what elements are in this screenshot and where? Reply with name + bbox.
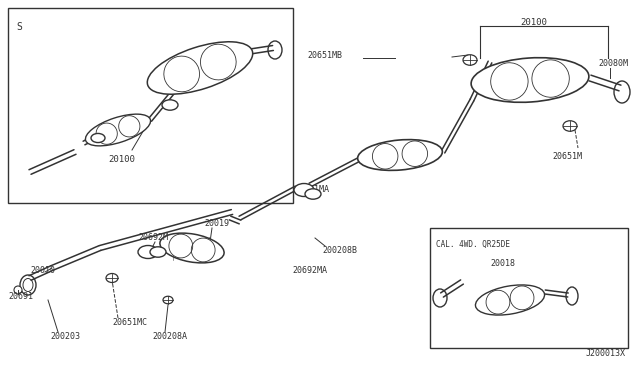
Text: 200208B: 200208B: [322, 246, 357, 255]
Text: 20651MA: 20651MA: [294, 185, 329, 194]
Text: 20100: 20100: [520, 18, 547, 27]
Text: S: S: [16, 22, 22, 32]
Ellipse shape: [14, 286, 22, 294]
Ellipse shape: [294, 183, 314, 196]
Ellipse shape: [91, 134, 105, 142]
Ellipse shape: [20, 275, 36, 295]
Text: 20651MC: 20651MC: [112, 318, 147, 327]
Ellipse shape: [476, 285, 545, 315]
Text: 20018: 20018: [490, 259, 515, 268]
Ellipse shape: [563, 121, 577, 131]
Ellipse shape: [358, 140, 442, 170]
Ellipse shape: [471, 58, 589, 102]
Ellipse shape: [268, 41, 282, 59]
Text: CAL. 4WD. QR25DE: CAL. 4WD. QR25DE: [436, 240, 510, 249]
Ellipse shape: [106, 273, 118, 282]
Text: 20100: 20100: [108, 155, 135, 164]
Ellipse shape: [566, 287, 578, 305]
Bar: [8, 8, 293, 203]
Ellipse shape: [147, 42, 253, 94]
Ellipse shape: [85, 114, 150, 146]
Text: 20010: 20010: [30, 266, 55, 275]
Text: 20651MB: 20651MB: [307, 51, 342, 61]
Text: J200013X: J200013X: [586, 349, 626, 358]
Text: 20692MA: 20692MA: [292, 266, 327, 275]
Ellipse shape: [150, 247, 166, 257]
Ellipse shape: [433, 289, 447, 307]
Text: 20651M: 20651M: [552, 152, 582, 161]
Text: 20691: 20691: [8, 292, 33, 301]
Text: 200203: 200203: [50, 332, 80, 341]
Text: 20019: 20019: [204, 219, 229, 228]
Ellipse shape: [614, 81, 630, 103]
Ellipse shape: [163, 296, 173, 304]
Text: 20080M: 20080M: [598, 59, 628, 68]
Ellipse shape: [160, 233, 224, 263]
Ellipse shape: [138, 246, 158, 259]
Ellipse shape: [305, 189, 321, 199]
Bar: [430, 228, 628, 348]
Text: 20692M: 20692M: [138, 233, 168, 242]
Ellipse shape: [463, 55, 477, 65]
Ellipse shape: [162, 100, 178, 110]
Text: 200208A: 200208A: [152, 332, 187, 341]
